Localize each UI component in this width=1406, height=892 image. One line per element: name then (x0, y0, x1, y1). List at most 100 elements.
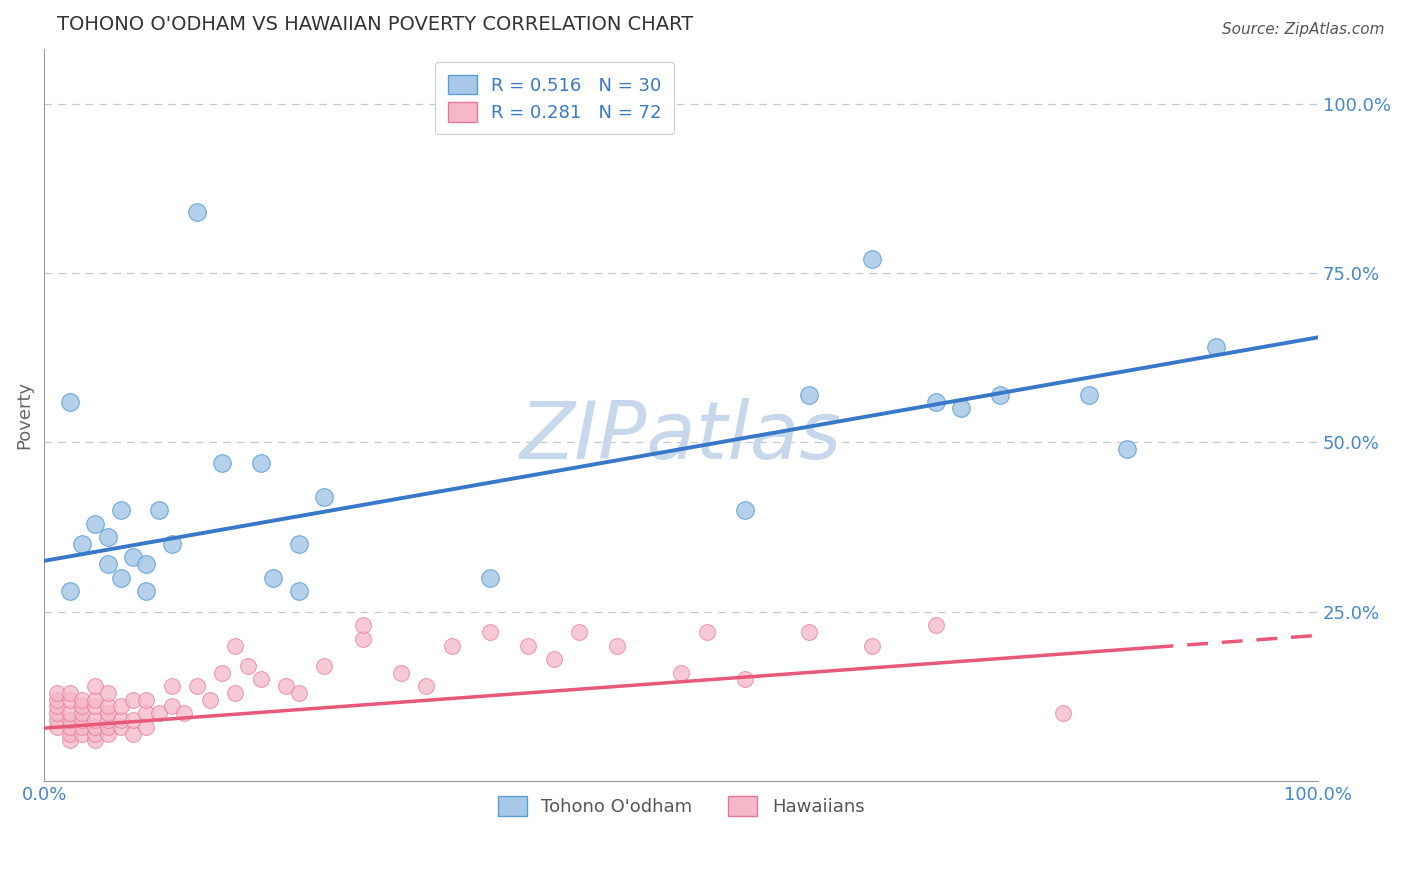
Point (97, 713, 120, 727)
Point (797, 624, 820, 639)
Point (543, 652, 565, 666)
Point (568, 624, 591, 639)
Point (734, 503, 756, 517)
Point (314, 658, 336, 673)
Point (84, 713, 107, 727)
Point (352, 632, 374, 646)
Point (84, 733, 107, 747)
Point (72, 706, 94, 721)
Point (97, 699, 120, 714)
Point (122, 726, 145, 740)
Point (925, 394, 948, 409)
Point (288, 686, 311, 700)
Point (160, 699, 183, 714)
Point (122, 550, 145, 565)
Point (1077, 388, 1099, 402)
Point (479, 624, 502, 639)
Point (72, 713, 94, 727)
Point (110, 720, 132, 734)
Point (97, 558, 120, 572)
Point (440, 639, 463, 653)
Point (58, 733, 80, 747)
Point (517, 639, 540, 653)
Point (72, 726, 94, 740)
Point (58, 394, 80, 409)
Point (72, 537, 94, 551)
Point (415, 679, 437, 693)
Y-axis label: Poverty: Poverty (15, 381, 32, 450)
Point (288, 584, 311, 599)
Point (84, 699, 107, 714)
Point (84, 726, 107, 740)
Point (110, 699, 132, 714)
Point (186, 679, 208, 693)
Point (58, 720, 80, 734)
Point (58, 706, 80, 721)
Point (58, 692, 80, 706)
Point (797, 388, 820, 402)
Point (211, 665, 233, 680)
Point (110, 571, 132, 585)
Point (97, 726, 120, 740)
Point (224, 639, 246, 653)
Point (1052, 706, 1074, 721)
Point (84, 720, 107, 734)
Point (45, 706, 67, 721)
Point (276, 679, 298, 693)
Point (72, 699, 94, 714)
Point (45, 699, 67, 714)
Text: Source: ZipAtlas.com: Source: ZipAtlas.com (1222, 22, 1385, 37)
Point (58, 584, 80, 599)
Point (110, 503, 132, 517)
Point (606, 639, 628, 653)
Point (236, 658, 259, 673)
Point (262, 571, 284, 585)
Point (352, 618, 374, 632)
Point (84, 679, 107, 693)
Point (72, 720, 94, 734)
Point (135, 692, 157, 706)
Point (45, 692, 67, 706)
Text: ZIPatlas: ZIPatlas (520, 398, 842, 476)
Point (110, 713, 132, 727)
Point (988, 388, 1011, 402)
Point (224, 686, 246, 700)
Point (925, 618, 948, 632)
Point (860, 639, 883, 653)
Point (1205, 341, 1227, 355)
Point (734, 673, 756, 687)
Point (97, 720, 120, 734)
Text: TOHONO O'ODHAM VS HAWAIIAN POVERTY CORRELATION CHART: TOHONO O'ODHAM VS HAWAIIAN POVERTY CORRE… (56, 15, 693, 34)
Point (249, 673, 271, 687)
Point (122, 692, 145, 706)
Point (198, 692, 221, 706)
Point (211, 456, 233, 470)
Point (1116, 442, 1139, 456)
Point (84, 692, 107, 706)
Legend: Tohono O'odham, Hawaiians: Tohono O'odham, Hawaiians (486, 785, 875, 827)
Point (97, 530, 120, 544)
Point (72, 692, 94, 706)
Point (135, 584, 157, 599)
Point (58, 726, 80, 740)
Point (97, 706, 120, 721)
Point (288, 537, 311, 551)
Point (58, 686, 80, 700)
Point (389, 665, 412, 680)
Point (173, 706, 195, 721)
Point (860, 252, 883, 267)
Point (135, 706, 157, 721)
Point (696, 624, 718, 639)
Point (148, 706, 170, 721)
Point (669, 665, 692, 680)
Point (97, 686, 120, 700)
Point (45, 720, 67, 734)
Point (135, 720, 157, 734)
Point (84, 516, 107, 531)
Point (186, 205, 208, 219)
Point (160, 537, 183, 551)
Point (58, 713, 80, 727)
Point (479, 571, 502, 585)
Point (135, 558, 157, 572)
Point (249, 456, 271, 470)
